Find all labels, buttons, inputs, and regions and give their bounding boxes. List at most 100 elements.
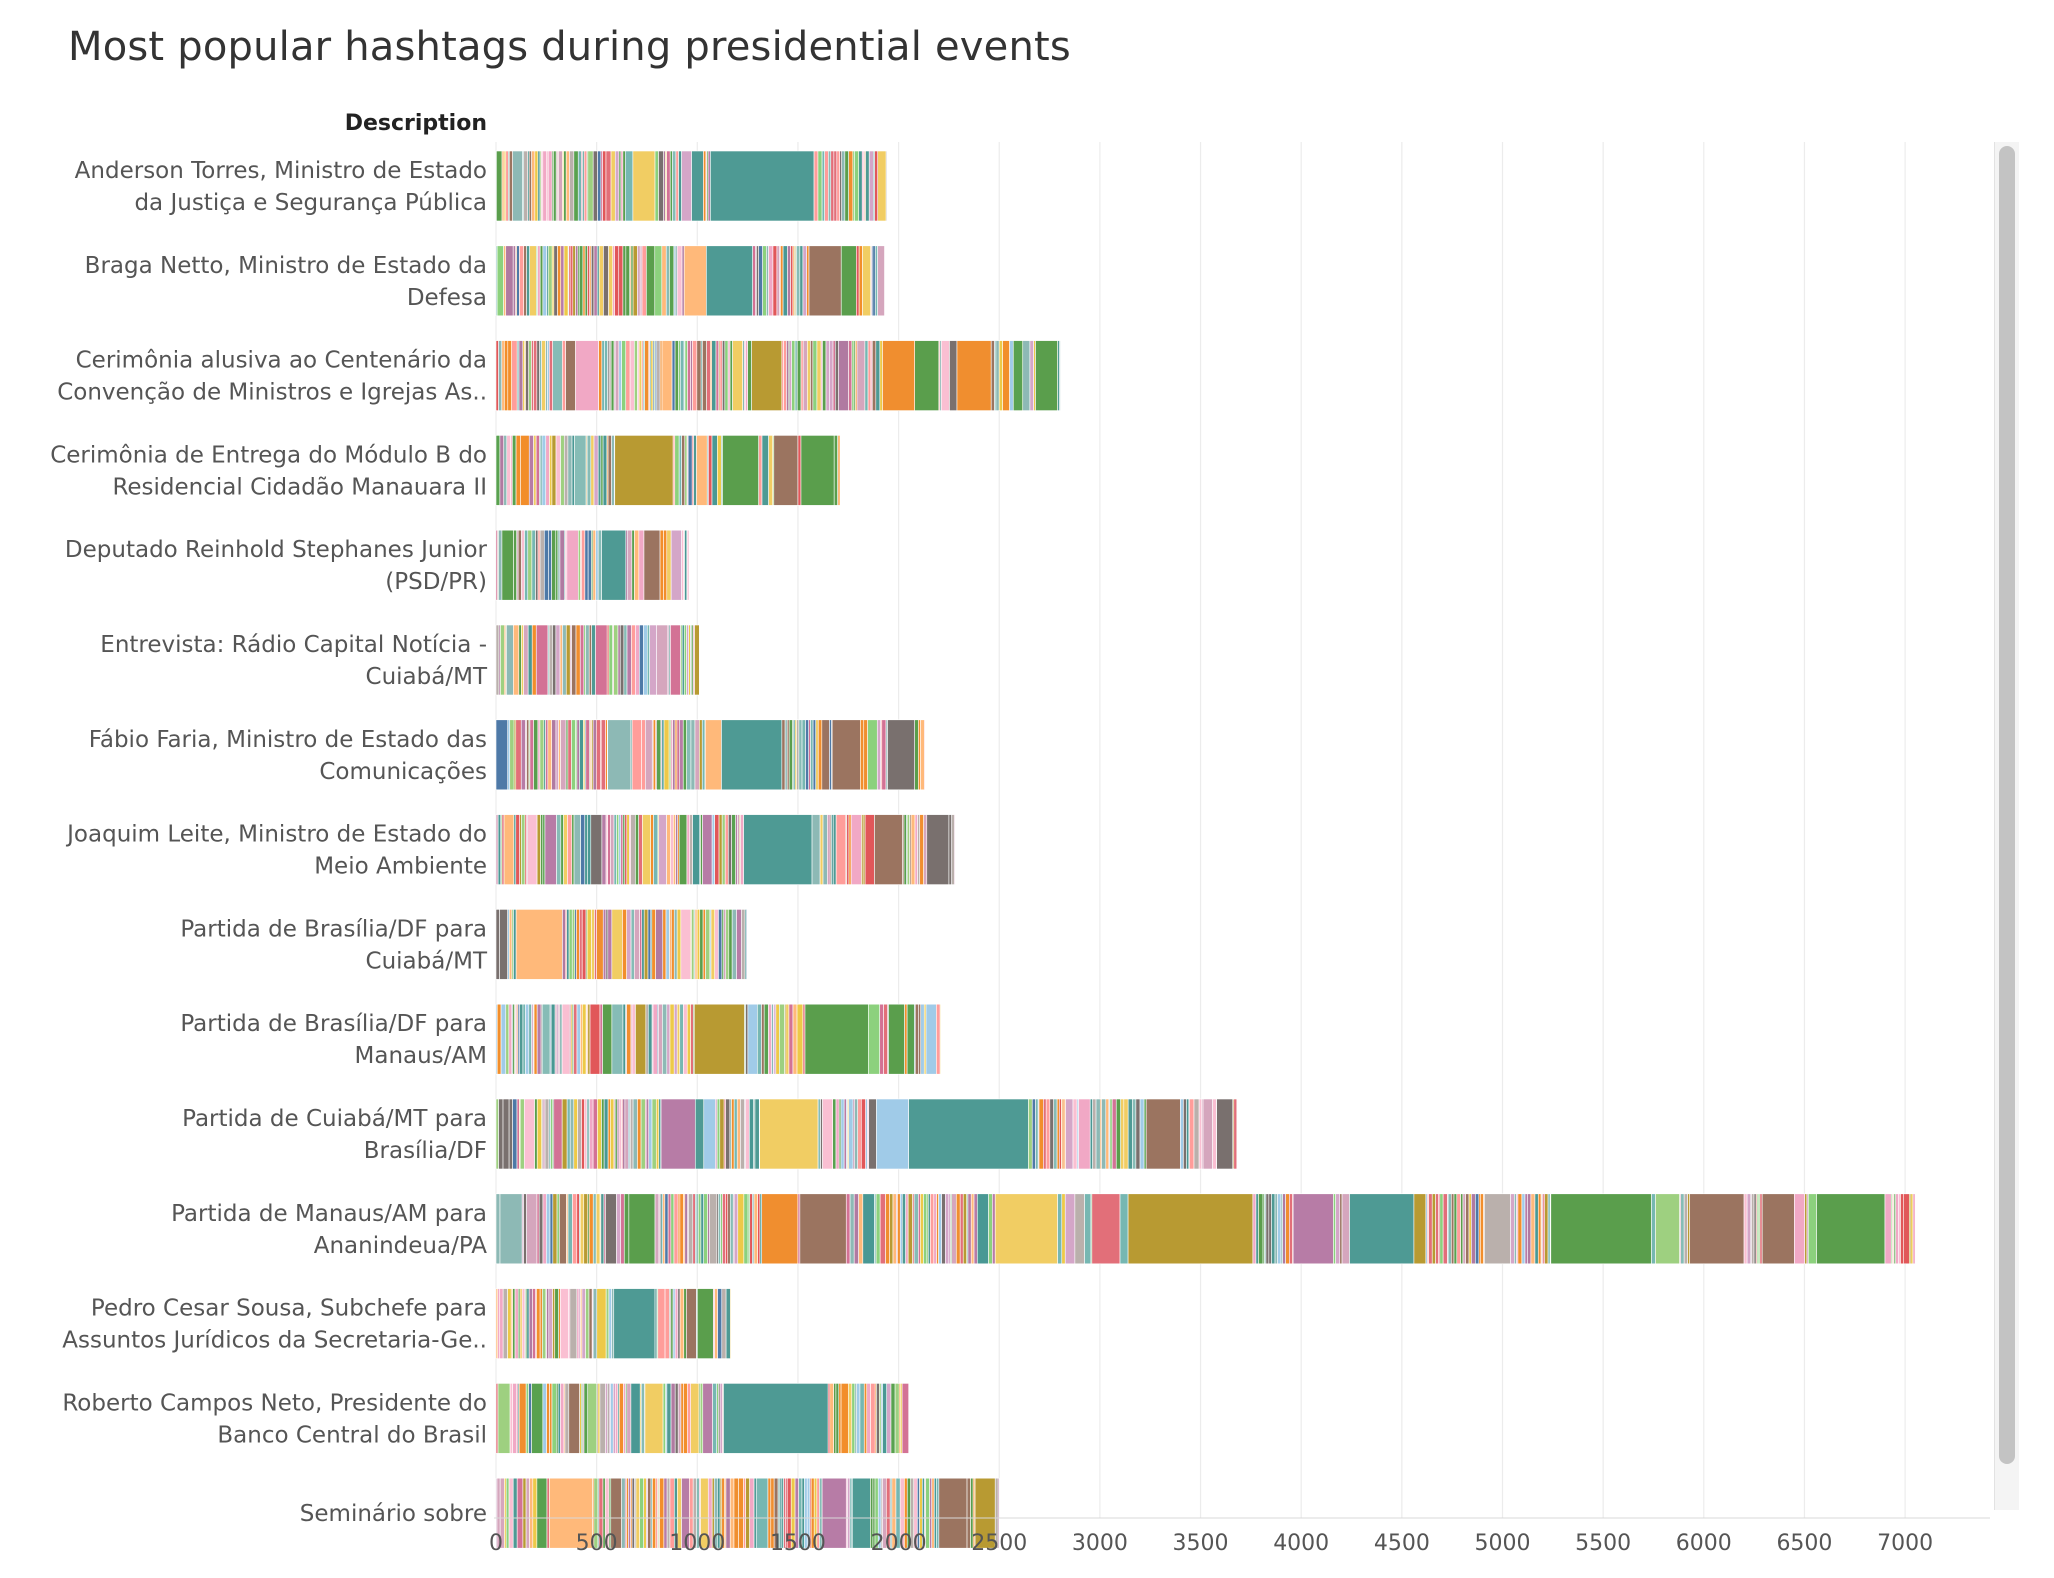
bar-segment[interactable] bbox=[845, 1193, 851, 1265]
bar-segment[interactable] bbox=[966, 1477, 971, 1549]
bar-segment[interactable] bbox=[997, 1477, 1000, 1549]
bar-segment[interactable] bbox=[683, 1003, 688, 1075]
bar-segment[interactable] bbox=[573, 814, 581, 885]
bar-row[interactable] bbox=[495, 1383, 909, 1454]
bar-segment[interactable] bbox=[827, 814, 831, 885]
bar-segment[interactable] bbox=[542, 1098, 546, 1170]
bar-segment[interactable] bbox=[593, 435, 599, 506]
bar-segment[interactable] bbox=[1468, 1193, 1472, 1265]
bar-segment[interactable] bbox=[635, 624, 640, 696]
bar-segment[interactable] bbox=[1072, 1098, 1078, 1170]
bar-segment[interactable] bbox=[623, 624, 628, 696]
bar-segment[interactable] bbox=[518, 1383, 527, 1454]
bar-segment[interactable] bbox=[1059, 340, 1061, 411]
bar-segment[interactable] bbox=[608, 624, 613, 696]
bar-segment[interactable] bbox=[576, 1003, 581, 1075]
bar-segment[interactable] bbox=[833, 435, 838, 506]
bar-segment[interactable] bbox=[768, 1003, 772, 1075]
bar-segment[interactable] bbox=[562, 624, 567, 696]
bar-segment[interactable] bbox=[785, 1003, 790, 1075]
bar-segment[interactable] bbox=[501, 340, 505, 411]
bar-segment[interactable] bbox=[647, 1003, 653, 1075]
bar-segment[interactable] bbox=[587, 245, 591, 317]
bar-segment[interactable] bbox=[724, 814, 729, 885]
bar-segment[interactable] bbox=[614, 150, 620, 222]
bar-segment[interactable] bbox=[552, 624, 557, 696]
bar-segment[interactable] bbox=[553, 245, 558, 317]
bar-segment[interactable] bbox=[672, 1288, 676, 1359]
bar-segment[interactable] bbox=[579, 624, 585, 696]
bar-segment[interactable] bbox=[654, 1193, 660, 1265]
bar-segment[interactable] bbox=[551, 1383, 557, 1454]
bar-segment[interactable] bbox=[542, 814, 546, 885]
bar-segment[interactable] bbox=[598, 340, 603, 411]
bar-row[interactable] bbox=[495, 1477, 1000, 1549]
bar-segment[interactable] bbox=[652, 1003, 658, 1075]
bar-segment[interactable] bbox=[602, 435, 608, 506]
bar-segment[interactable] bbox=[588, 1288, 593, 1359]
bar-segment[interactable] bbox=[1277, 1193, 1282, 1265]
bar-segment[interactable] bbox=[711, 435, 718, 506]
bar-segment[interactable] bbox=[1903, 1193, 1910, 1265]
bar-segment[interactable] bbox=[680, 909, 691, 980]
bar-segment[interactable] bbox=[645, 1098, 650, 1170]
bar-segment[interactable] bbox=[686, 814, 691, 885]
vertical-scrollbar[interactable] bbox=[1994, 142, 2019, 1510]
bar-segment[interactable] bbox=[729, 1477, 735, 1549]
bar-segment[interactable] bbox=[930, 1193, 935, 1265]
bar-segment[interactable] bbox=[643, 624, 648, 696]
bar-segment[interactable] bbox=[714, 1288, 718, 1359]
bar-segment[interactable] bbox=[1271, 1193, 1276, 1265]
bar-segment[interactable] bbox=[540, 814, 544, 885]
bar-segment[interactable] bbox=[865, 150, 870, 222]
bar-segment[interactable] bbox=[663, 529, 668, 601]
bar-segment[interactable] bbox=[686, 1288, 697, 1359]
bar-segment[interactable] bbox=[988, 1193, 993, 1265]
bar-segment[interactable] bbox=[990, 340, 995, 411]
bar-segment[interactable] bbox=[608, 1288, 612, 1359]
bar-segment[interactable] bbox=[933, 1193, 937, 1265]
bar-segment[interactable] bbox=[495, 340, 499, 411]
bar-segment[interactable] bbox=[1689, 1193, 1745, 1265]
bar-segment[interactable] bbox=[1442, 1193, 1448, 1265]
bar-segment[interactable] bbox=[754, 1098, 760, 1170]
bar-segment[interactable] bbox=[550, 1003, 556, 1075]
bar-segment[interactable] bbox=[962, 1193, 968, 1265]
bar-segment[interactable] bbox=[584, 245, 588, 317]
bar-segment[interactable] bbox=[611, 909, 623, 980]
bar-segment[interactable] bbox=[687, 340, 691, 411]
bar-segment[interactable] bbox=[498, 340, 503, 411]
bar-segment[interactable] bbox=[867, 719, 878, 791]
bar-segment[interactable] bbox=[825, 340, 830, 411]
bar-segment[interactable] bbox=[605, 1193, 617, 1265]
bar-segment[interactable] bbox=[799, 245, 804, 317]
bar-segment[interactable] bbox=[702, 909, 706, 980]
bar-segment[interactable] bbox=[631, 1003, 636, 1075]
bar-segment[interactable] bbox=[674, 340, 679, 411]
bar-segment[interactable] bbox=[539, 719, 545, 791]
bar-segment[interactable] bbox=[1028, 1098, 1033, 1170]
bar-segment[interactable] bbox=[945, 1193, 950, 1265]
bar-segment[interactable] bbox=[526, 719, 530, 791]
bar-segment[interactable] bbox=[508, 1098, 513, 1170]
bar-segment[interactable] bbox=[551, 529, 557, 601]
bar-segment[interactable] bbox=[796, 719, 800, 791]
bar-segment[interactable] bbox=[1031, 1098, 1036, 1170]
bar-segment[interactable] bbox=[595, 624, 608, 696]
bar-segment[interactable] bbox=[619, 1383, 624, 1454]
bar-segment[interactable] bbox=[539, 1288, 543, 1359]
bar-segment[interactable] bbox=[592, 150, 598, 222]
bar-segment[interactable] bbox=[1895, 1193, 1899, 1265]
bar-segment[interactable] bbox=[709, 1193, 718, 1265]
bar-segment[interactable] bbox=[673, 1003, 678, 1075]
bar-segment[interactable] bbox=[707, 150, 711, 222]
bar-segment[interactable] bbox=[899, 1193, 903, 1265]
bar-segment[interactable] bbox=[829, 1383, 834, 1454]
bar-segment[interactable] bbox=[868, 1098, 877, 1170]
bar-segment[interactable] bbox=[686, 719, 692, 791]
bar-segment[interactable] bbox=[948, 814, 952, 885]
bar-segment[interactable] bbox=[671, 909, 675, 980]
bar-segment[interactable] bbox=[536, 1098, 543, 1170]
bar-segment[interactable] bbox=[667, 1193, 672, 1265]
bar-segment[interactable] bbox=[1751, 1193, 1755, 1265]
